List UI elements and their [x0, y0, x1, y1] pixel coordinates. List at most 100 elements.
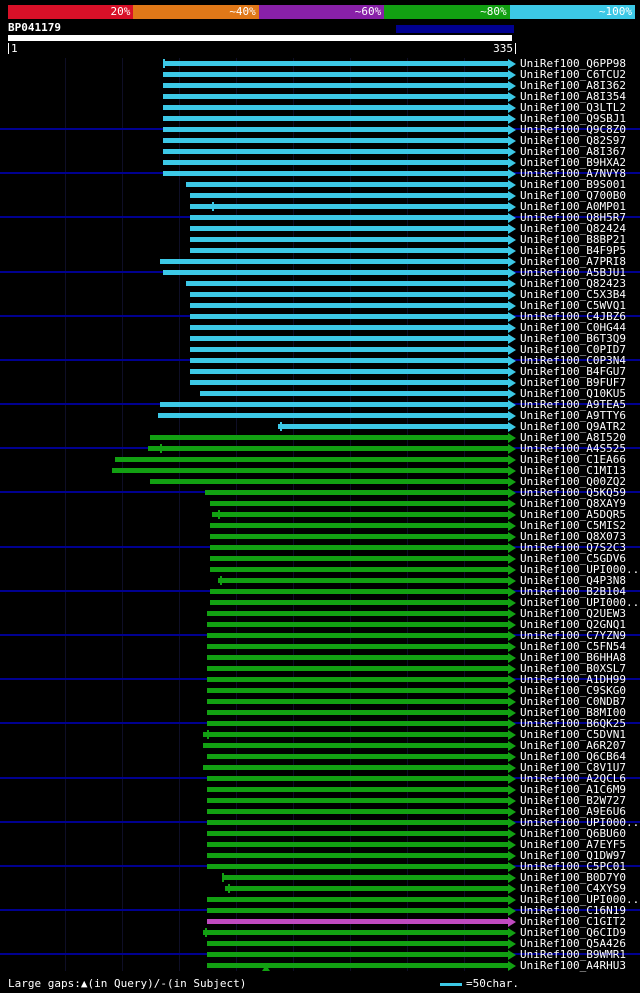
- hit-bar[interactable]: [207, 787, 508, 792]
- hit-label[interactable]: UniRef100_A8I362: [520, 79, 626, 92]
- hit-label[interactable]: UniRef100_Q5KQ59: [520, 486, 626, 499]
- hit-label[interactable]: UniRef100_Q5A426: [520, 937, 626, 950]
- hit-bar[interactable]: [163, 105, 508, 110]
- hit-label[interactable]: UniRef100_C6TCU2: [520, 68, 626, 81]
- hit-bar[interactable]: [203, 743, 508, 748]
- hit-bar[interactable]: [115, 457, 508, 462]
- hit-label[interactable]: UniRef100_Q82423: [520, 277, 626, 290]
- hit-label[interactable]: UniRef100_A0MP01: [520, 200, 626, 213]
- hit-label[interactable]: UniRef100_C5WVQ1: [520, 299, 626, 312]
- hit-bar[interactable]: [210, 600, 508, 605]
- hit-bar[interactable]: [207, 941, 508, 946]
- hit-label[interactable]: UniRef100_C5DVN1: [520, 728, 626, 741]
- hit-bar[interactable]: [207, 721, 508, 726]
- hit-label[interactable]: UniRef100_UPI000..: [520, 563, 640, 576]
- hit-bar[interactable]: [190, 248, 508, 253]
- hit-label[interactable]: UniRef100_C1GIT2: [520, 915, 626, 928]
- hit-label[interactable]: UniRef100_C5PC01: [520, 860, 626, 873]
- hit-bar[interactable]: [160, 259, 508, 264]
- hit-bar[interactable]: [200, 391, 508, 396]
- hit-label[interactable]: UniRef100_Q9C8Z0: [520, 123, 626, 136]
- hit-label[interactable]: UniRef100_C0HG44: [520, 321, 626, 334]
- hit-bar[interactable]: [207, 754, 508, 759]
- hit-label[interactable]: UniRef100_C8V1U7: [520, 761, 626, 774]
- hit-bar[interactable]: [190, 380, 508, 385]
- hit-label[interactable]: UniRef100_A8I367: [520, 145, 626, 158]
- hit-label[interactable]: UniRef100_Q8H5R7: [520, 211, 626, 224]
- hit-bar[interactable]: [163, 160, 508, 165]
- hit-label[interactable]: UniRef100_B9S001: [520, 178, 626, 191]
- hit-bar[interactable]: [186, 182, 508, 187]
- hit-label[interactable]: UniRef100_UPI000..: [520, 596, 640, 609]
- hit-label[interactable]: UniRef100_Q82S97: [520, 134, 626, 147]
- hit-bar[interactable]: [207, 919, 508, 924]
- hit-label[interactable]: UniRef100_A7PRI8: [520, 255, 626, 268]
- hit-bar[interactable]: [207, 952, 508, 957]
- hit-label[interactable]: UniRef100_C4JBZ6: [520, 310, 626, 323]
- hit-label[interactable]: UniRef100_Q6CID9: [520, 926, 626, 939]
- hit-label[interactable]: UniRef100_C0NDB7: [520, 695, 626, 708]
- hit-bar[interactable]: [207, 655, 508, 660]
- hit-label[interactable]: UniRef100_C9SKG0: [520, 684, 626, 697]
- hit-label[interactable]: UniRef100_B9FUF7: [520, 376, 626, 389]
- hit-label[interactable]: UniRef100_A2QCL6: [520, 772, 626, 785]
- hit-label[interactable]: UniRef100_B4F9P5: [520, 244, 626, 257]
- hit-label[interactable]: UniRef100_C7YZN9: [520, 629, 626, 642]
- hit-label[interactable]: UniRef100_A7NVY8: [520, 167, 626, 180]
- hit-label[interactable]: UniRef100_Q8XAY9: [520, 497, 626, 510]
- hit-bar[interactable]: [163, 138, 508, 143]
- hit-bar[interactable]: [150, 479, 508, 484]
- hit-bar[interactable]: [207, 897, 508, 902]
- hit-bar[interactable]: [186, 281, 508, 286]
- hit-label[interactable]: UniRef100_Q8X073: [520, 530, 626, 543]
- hit-label[interactable]: UniRef100_B0D7Y0: [520, 871, 626, 884]
- hit-label[interactable]: UniRef100_B2B104: [520, 585, 626, 598]
- hit-bar[interactable]: [190, 193, 508, 198]
- hit-label[interactable]: UniRef100_Q9ATR2: [520, 420, 626, 433]
- hit-label[interactable]: UniRef100_B9HXA2: [520, 156, 626, 169]
- hit-label[interactable]: UniRef100_Q2UEW3: [520, 607, 626, 620]
- hit-bar[interactable]: [163, 270, 508, 275]
- hit-bar[interactable]: [163, 171, 508, 176]
- hit-label[interactable]: UniRef100_Q82424: [520, 222, 626, 235]
- hit-bar[interactable]: [207, 864, 508, 869]
- hit-label[interactable]: UniRef100_B0XSL7: [520, 662, 626, 675]
- hit-label[interactable]: UniRef100_C5MIS2: [520, 519, 626, 532]
- hit-bar[interactable]: [207, 809, 508, 814]
- hit-bar[interactable]: [160, 402, 508, 407]
- hit-bar[interactable]: [190, 314, 508, 319]
- hit-bar[interactable]: [207, 831, 508, 836]
- hit-label[interactable]: UniRef100_C4XYS9: [520, 882, 626, 895]
- hit-bar[interactable]: [190, 325, 508, 330]
- hit-bar[interactable]: [207, 611, 508, 616]
- hit-label[interactable]: UniRef100_C5GDV6: [520, 552, 626, 565]
- hit-label[interactable]: UniRef100_Q4P3N8: [520, 574, 626, 587]
- hit-label[interactable]: UniRef100_A5DQR5: [520, 508, 626, 521]
- hit-label[interactable]: UniRef100_A4S525: [520, 442, 626, 455]
- hit-label[interactable]: UniRef100_C1EA66: [520, 453, 626, 466]
- hit-bar[interactable]: [203, 930, 508, 935]
- hit-bar[interactable]: [210, 545, 508, 550]
- hit-bar[interactable]: [207, 853, 508, 858]
- hit-bar[interactable]: [190, 226, 508, 231]
- hit-bar[interactable]: [210, 523, 508, 528]
- hit-bar[interactable]: [163, 61, 508, 66]
- hit-label[interactable]: UniRef100_C0PID7: [520, 343, 626, 356]
- hit-label[interactable]: UniRef100_Q10KU5: [520, 387, 626, 400]
- hit-bar[interactable]: [207, 677, 508, 682]
- hit-bar[interactable]: [190, 215, 508, 220]
- hit-bar[interactable]: [150, 435, 508, 440]
- hit-label[interactable]: UniRef100_Q2GNQ1: [520, 618, 626, 631]
- hit-bar[interactable]: [190, 204, 508, 209]
- hit-label[interactable]: UniRef100_B8BP21: [520, 233, 626, 246]
- hit-label[interactable]: UniRef100_Q1DW97: [520, 849, 626, 862]
- hit-label[interactable]: UniRef100_B8MI00: [520, 706, 626, 719]
- hit-bar[interactable]: [207, 633, 508, 638]
- hit-bar[interactable]: [210, 567, 508, 572]
- hit-bar[interactable]: [190, 237, 508, 242]
- hit-bar[interactable]: [190, 347, 508, 352]
- hit-bar[interactable]: [205, 490, 508, 495]
- hit-bar[interactable]: [207, 963, 508, 968]
- hit-bar[interactable]: [207, 666, 508, 671]
- hit-bar[interactable]: [210, 534, 508, 539]
